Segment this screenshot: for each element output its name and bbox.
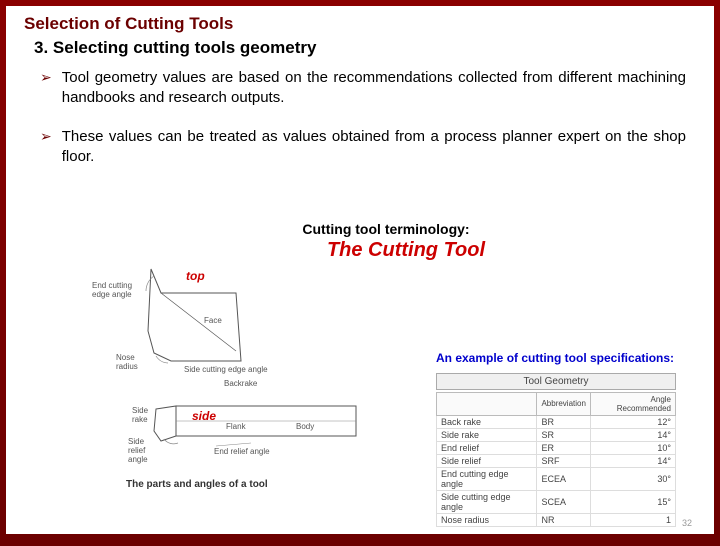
table-cell: Side rake [437, 428, 537, 441]
page-number: 32 [682, 518, 692, 528]
tool-diagram: top side End cuttingedge angle Face Nose… [86, 261, 396, 501]
bullet-text: These values can be treated as values ob… [62, 127, 686, 168]
table-cell: 10° [590, 441, 675, 454]
table-cell: Side relief [437, 454, 537, 467]
lbl-backrake: Backrake [224, 379, 257, 388]
table-cell: ER [537, 441, 590, 454]
table-cell: Side cutting edge angle [437, 490, 537, 513]
table-cell: SRF [537, 454, 590, 467]
figure-title: The Cutting Tool [126, 239, 686, 262]
lbl-face: Face [204, 316, 222, 325]
table-cell: 15° [590, 490, 675, 513]
spec-panel: An example of cutting tool specification… [436, 351, 676, 527]
table-cell: SCEA [537, 490, 590, 513]
table-cell: End relief [437, 441, 537, 454]
th-abbr: Abbreviation [537, 392, 590, 415]
bullet-icon: ➢ [40, 68, 52, 109]
lbl-end-relief: End relief angle [214, 447, 270, 456]
spec-table-title: Tool Geometry [436, 373, 676, 390]
lbl-end-cutting: End cuttingedge angle [92, 281, 132, 299]
table-header-row: Abbreviation Angle Recommended [437, 392, 676, 415]
side-view-label: side [192, 409, 216, 423]
table-row: End cutting edge angleECEA30° [437, 467, 676, 490]
table-row: Back rakeBR12° [437, 415, 676, 428]
table-cell: BR [537, 415, 590, 428]
table-cell: Back rake [437, 415, 537, 428]
figure-region: Cutting tool terminology: The Cutting To… [86, 221, 686, 531]
table-row: Side rakeSR14° [437, 428, 676, 441]
table-cell: Nose radius [437, 513, 537, 526]
subtitle: 3. Selecting cutting tools geometry [34, 38, 696, 58]
lbl-side-rake: Siderake [132, 406, 148, 424]
lbl-side-relief: Sidereliefangle [128, 437, 148, 464]
terminology-label: Cutting tool terminology: [86, 221, 686, 237]
lbl-body: Body [296, 422, 314, 431]
bullet-text: Tool geometry values are based on the re… [62, 68, 686, 109]
table-cell: NR [537, 513, 590, 526]
table-cell: ECEA [537, 467, 590, 490]
bullet-icon: ➢ [40, 127, 52, 168]
table-row: Side cutting edge angleSCEA15° [437, 490, 676, 513]
bullet-2: ➢ These values can be treated as values … [40, 127, 696, 168]
table-cell: 14° [590, 454, 675, 467]
spec-heading: An example of cutting tool specification… [436, 351, 676, 367]
th-name [437, 392, 537, 415]
lbl-flank: Flank [226, 422, 246, 431]
table-row: End reliefER10° [437, 441, 676, 454]
table-cell: SR [537, 428, 590, 441]
table-row: Nose radiusNR1 [437, 513, 676, 526]
table-cell: 12° [590, 415, 675, 428]
th-angle: Angle Recommended [590, 392, 675, 415]
top-view-label: top [186, 269, 205, 283]
lbl-side-cut: Side cutting edge angle [184, 365, 268, 374]
lbl-nose: Noseradius [116, 353, 138, 371]
table-cell: 1 [590, 513, 675, 526]
main-title: Selection of Cutting Tools [24, 14, 696, 34]
diagram-caption: The parts and angles of a tool [126, 479, 268, 490]
table-row: Side reliefSRF14° [437, 454, 676, 467]
table-cell: 14° [590, 428, 675, 441]
table-cell: End cutting edge angle [437, 467, 537, 490]
spec-table: Abbreviation Angle Recommended Back rake… [436, 392, 676, 527]
bullet-1: ➢ Tool geometry values are based on the … [40, 68, 696, 109]
table-cell: 30° [590, 467, 675, 490]
